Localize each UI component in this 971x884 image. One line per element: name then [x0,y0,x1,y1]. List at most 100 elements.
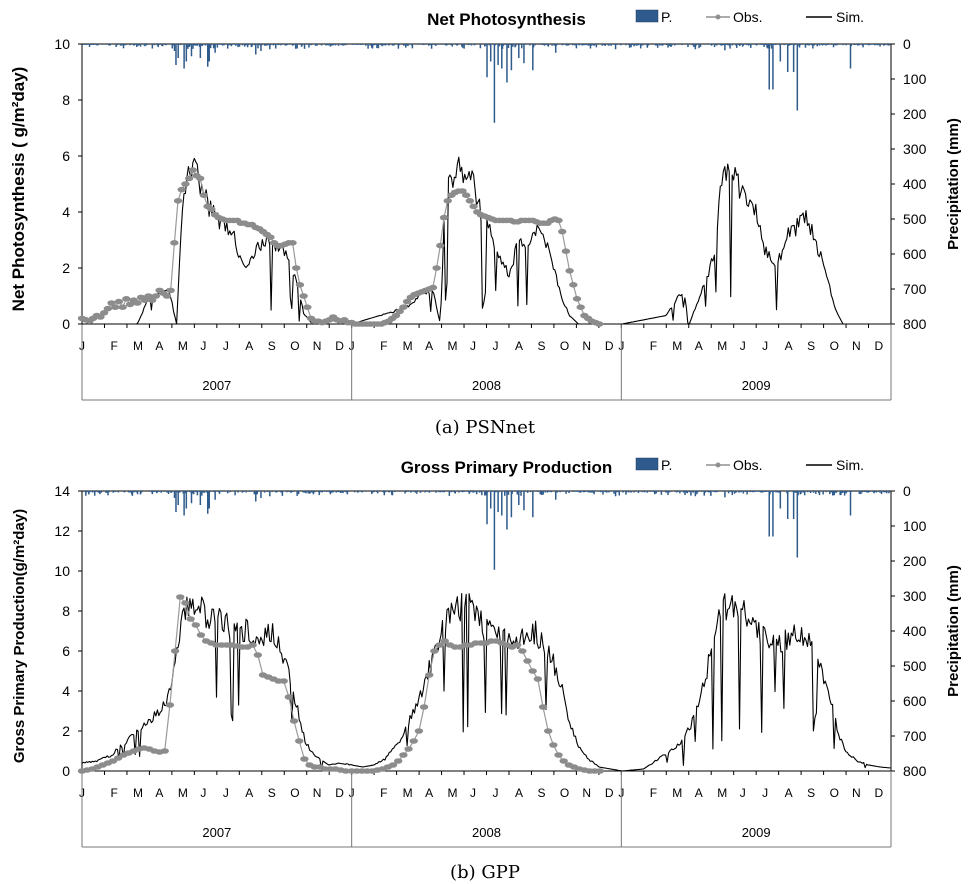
precip-bar [626,491,629,492]
precip-bar [121,44,123,46]
month-label: J [223,339,229,353]
month-label: J [762,786,768,800]
precip-bar [510,44,513,71]
precip-bar [339,491,342,494]
precip-bar [160,491,162,493]
month-label: D [875,339,884,353]
precip-bar [129,44,131,46]
obs-series [77,594,605,774]
precip-bar [868,44,871,45]
precip-bar [223,44,225,46]
precip-bar [227,491,230,492]
precip-bar [738,491,740,493]
precip-bar [553,44,556,46]
obs-point [402,298,412,305]
obs-point [173,198,183,204]
obs-point [576,304,585,311]
precip-bar [600,491,602,493]
month-label: J [740,786,746,800]
precip-bar [668,44,671,47]
precip-bar [729,44,731,49]
precip-bar [818,491,821,496]
precip-bar [365,44,367,46]
month-label: N [313,339,322,353]
obs-point [595,768,605,774]
obs-point [565,268,574,274]
precip-bar [692,491,694,493]
precip-bar [293,44,295,45]
precip-bar [617,491,619,493]
precip-bar [451,44,454,47]
year-label: 2009 [742,378,771,393]
precip-bar [271,491,273,493]
precip-bar [241,491,244,493]
precip-bar [556,491,558,493]
month-label: S [268,786,276,800]
precip-bar [836,44,838,46]
precip-bar [608,491,610,493]
precip-bar [807,491,810,492]
month-label: F [110,786,117,800]
precip-bar [679,491,681,494]
obs-point [292,265,301,271]
precip-bar [299,44,301,45]
precip-bar [752,491,755,492]
precip-bar [694,44,697,50]
precip-bar [529,44,531,46]
month-label: A [425,786,433,800]
precip-bar [507,44,510,49]
precip-bar [696,44,698,45]
obs-point [181,600,190,606]
obs-point [299,293,308,299]
month-label: J [470,339,476,353]
precip-bar [738,44,741,47]
precip-bar [493,491,496,570]
precip-bar [251,44,253,47]
precip-bar [535,491,537,492]
obs-point [559,758,568,764]
obs-point [140,297,149,304]
precip-bar [210,44,213,45]
precip-bar [218,44,220,45]
precip-bar [214,491,216,500]
precip-bar [314,491,316,493]
precip-bar [772,44,774,90]
precip-bar [404,491,406,494]
precip-bar [772,44,775,45]
precip-bar [376,491,379,494]
precip-bar [813,44,816,46]
precip-bar [369,44,372,46]
precip-bar [779,44,782,62]
year-label: 2009 [742,825,771,840]
precip-bar [703,491,705,496]
precip-bar [244,44,247,46]
precip-bar [786,44,789,72]
precip-bar [353,44,355,45]
precip-series [84,491,890,570]
precip-bar [301,44,304,46]
y2-tick-label: 200 [903,553,927,569]
y2-tick-label: 100 [903,518,927,534]
precip-bar [735,491,737,493]
precip-bar [109,44,111,46]
obs-point [248,642,257,648]
precip-bar [82,44,84,45]
precip-bar [407,491,410,492]
precip-bar [134,44,137,45]
precip-bar [772,491,774,537]
precip-bar [371,491,374,493]
precip-bar [574,491,577,492]
precip-bar [804,44,807,48]
precip-bar [204,44,207,46]
precip-bar [830,44,833,45]
month-label: N [852,786,861,800]
precip-bar [845,44,847,46]
precip-bar [670,44,673,46]
precip-bar [630,491,632,493]
month-label: M [448,339,458,353]
precip-bar [800,491,802,494]
precip-bar [332,491,335,493]
y-tick-label: 8 [62,92,70,108]
precip-bar [840,491,842,495]
precip-bar [337,44,340,46]
